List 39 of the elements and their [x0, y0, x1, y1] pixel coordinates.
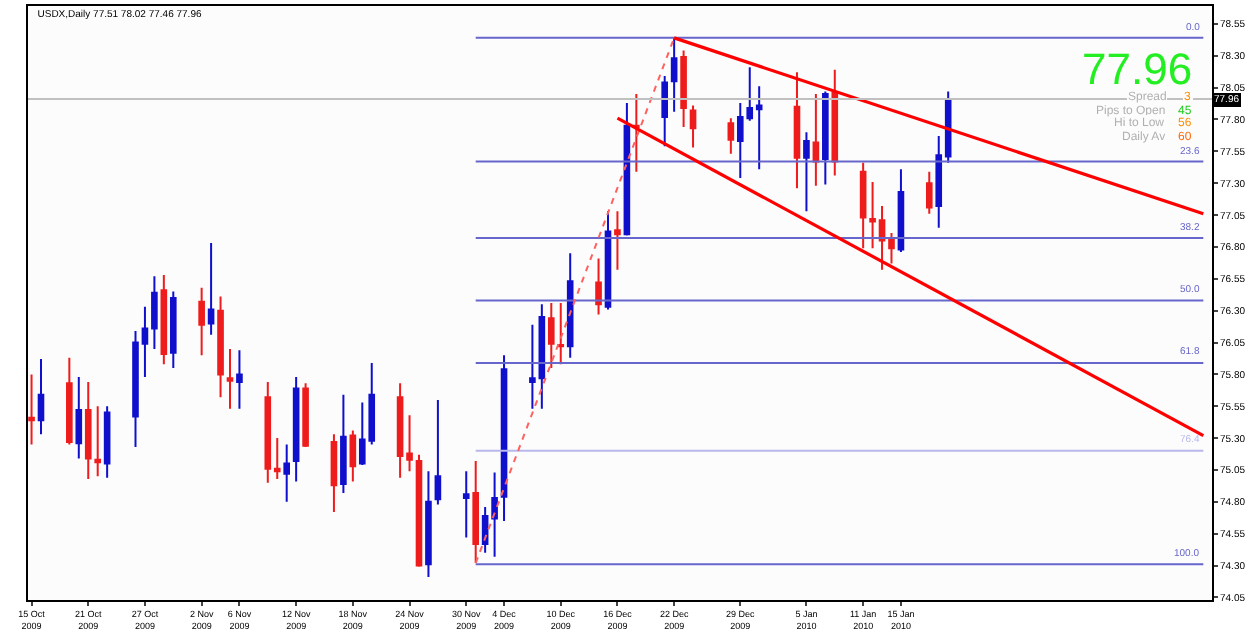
candlestick	[28, 373, 35, 446]
candlestick	[803, 131, 810, 213]
candlestick	[689, 104, 697, 149]
candlestick	[66, 356, 73, 446]
candlestick	[614, 210, 621, 271]
candlestick	[566, 252, 574, 359]
candlestick	[595, 257, 602, 316]
candlestick	[831, 68, 839, 177]
candlestick	[236, 349, 243, 410]
candlestick	[75, 375, 83, 460]
candlestick	[472, 460, 479, 565]
candlestick	[462, 470, 470, 539]
candlestick	[169, 290, 177, 369]
candlestick	[198, 286, 205, 357]
candlestick	[547, 302, 555, 369]
candlestick	[302, 382, 309, 449]
candlestick	[822, 90, 829, 186]
candlestick	[103, 405, 111, 479]
candlestick	[340, 393, 347, 494]
candlestick	[925, 170, 933, 215]
candlestick	[292, 375, 300, 483]
candlestick	[330, 433, 338, 514]
candlestick	[680, 49, 687, 129]
candlestick	[160, 273, 168, 366]
candlestick	[349, 429, 357, 483]
candlestick	[897, 168, 905, 254]
candlestick	[793, 71, 801, 190]
annotation: 77.96	[1082, 44, 1193, 94]
candlestick	[434, 398, 442, 506]
candlestick	[217, 295, 224, 399]
candlestick	[207, 242, 215, 336]
candlestick	[425, 470, 432, 579]
candlestick	[727, 117, 735, 155]
candlestick	[812, 92, 820, 187]
candlestick	[226, 347, 234, 410]
candlestick	[37, 358, 45, 436]
candlestick	[633, 92, 640, 173]
candlestick	[283, 443, 290, 503]
candlestick	[557, 302, 565, 366]
